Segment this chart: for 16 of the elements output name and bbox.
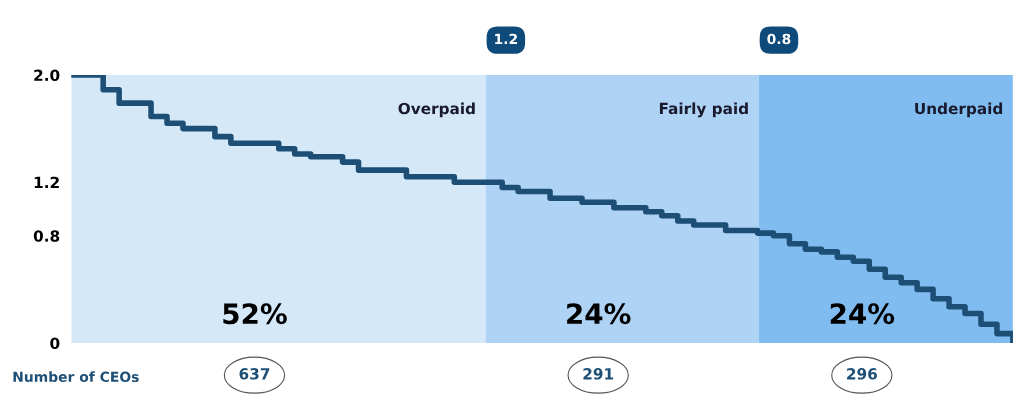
- text: 1.2: [495, 33, 517, 44]
- text: 0.8: [767, 33, 791, 45]
- text: 291: [583, 368, 614, 380]
- text: Number of CEOs: [13, 371, 139, 383]
- annotation: 52%: [223, 303, 287, 325]
- y-tick-label: 2.0: [34, 69, 60, 82]
- annotation: Overpaid: [398, 102, 475, 118]
- text: 637: [239, 368, 270, 380]
- text: 296: [847, 368, 877, 380]
- y-tick-label: 1.2: [34, 176, 59, 188]
- annotation: Underpaid: [915, 102, 1003, 118]
- y-tick-label: 0: [50, 337, 60, 350]
- annotation: Fairly paid: [659, 102, 748, 118]
- y-tick-label: 0.8: [33, 230, 60, 242]
- annotation: 24%: [830, 303, 895, 325]
- annotation: 24%: [567, 303, 631, 325]
